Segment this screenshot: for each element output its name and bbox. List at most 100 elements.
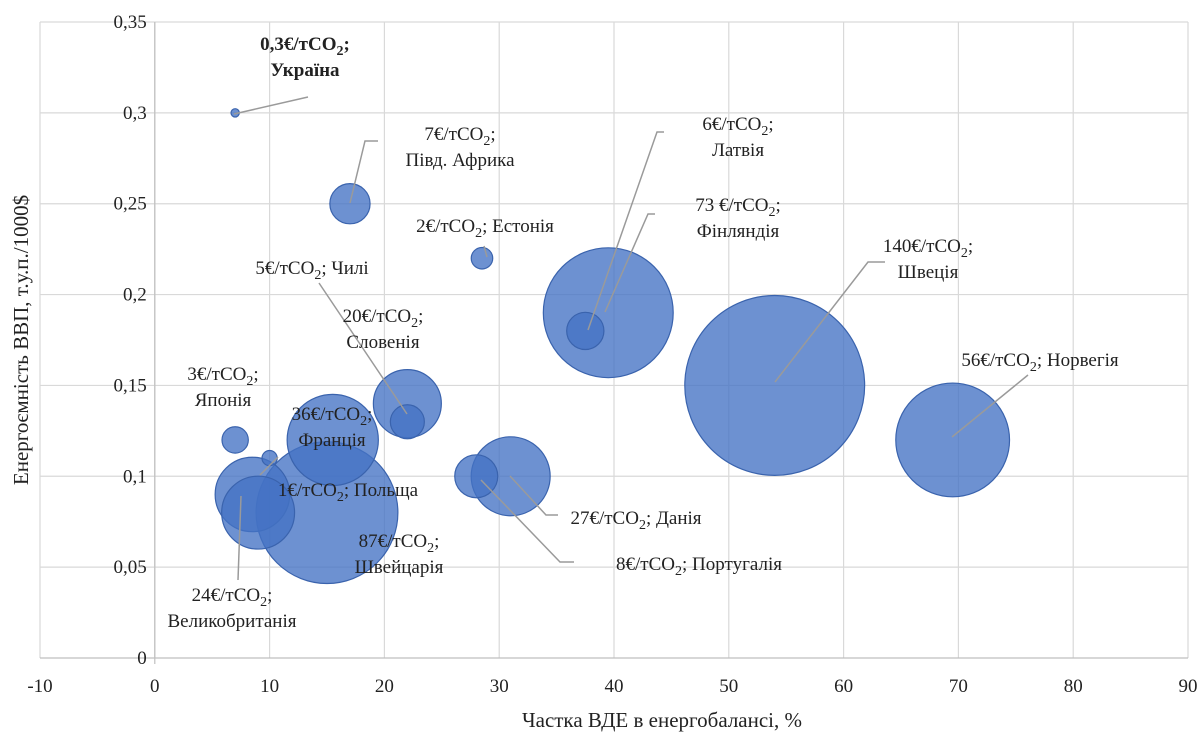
bubble: [329, 183, 371, 225]
x-tick-label: 30: [490, 676, 509, 697]
bubble: [566, 311, 605, 351]
price-subscript: 2: [337, 490, 344, 505]
y-tick-label: 0,25: [114, 194, 147, 215]
price-text: 7€/тСО: [424, 124, 483, 145]
price-label: 24€/тСО2;: [192, 585, 273, 610]
x-tick-label: 60: [834, 676, 853, 697]
price-text: 5€/тСО: [255, 258, 314, 279]
price-label: 140€/тСО2;: [883, 236, 973, 261]
tick-labels: -10 0 10 20 30 40 50 60 70 80 90 0 0,05 0,1 0,15 0,2 0,2…: [27, 12, 1197, 697]
price-text: 56€/тСО: [961, 350, 1029, 371]
point-label: 20€/тСО2;Словенія: [343, 306, 424, 353]
y-tick-label: 0,3: [123, 103, 147, 124]
price-label: 56€/тСО2; Норвегія: [961, 350, 1119, 375]
country-label: Україна: [270, 60, 340, 81]
price-subscript: 2: [246, 374, 253, 389]
price-subscript: 2: [411, 316, 418, 331]
price-label: 7€/тСО2;: [424, 124, 495, 149]
price-label: 5€/тСО2; Чилі: [255, 258, 368, 283]
price-separator: ;: [775, 195, 780, 216]
x-tick-label: 80: [1064, 676, 1083, 697]
x-tick-label: 40: [605, 676, 624, 697]
price-subscript: 2: [675, 564, 682, 579]
price-subscript: 2: [314, 268, 321, 283]
price-text: 0,3€/тСО: [260, 34, 336, 55]
price-separator: ;: [367, 404, 372, 425]
point-label: 3€/тСО2;Японія: [187, 364, 258, 411]
y-axis-title: Енергоємність ВВП, т.у.п./1000$: [9, 195, 33, 485]
price-label: 36€/тСО2;: [292, 404, 373, 429]
point-label: 1€/тСО2; Польща: [278, 480, 419, 505]
y-tick-label: 0: [137, 648, 147, 669]
price-separator: ;: [434, 531, 439, 552]
price-separator: ;: [490, 124, 495, 145]
country-label: Японія: [195, 390, 252, 411]
price-text: 24€/тСО: [192, 585, 260, 606]
bubble: [542, 247, 674, 379]
leader-line: [774, 261, 885, 383]
y-tick-label: 0,2: [123, 285, 147, 306]
leader-line: [237, 495, 242, 581]
price-subscript: 2: [639, 518, 646, 533]
leader-line: [951, 374, 1029, 438]
price-subscript: 2: [360, 414, 367, 429]
leader-line: [587, 131, 664, 331]
price-label: 20€/тСО2;: [343, 306, 424, 331]
price-subscript: 2: [961, 246, 968, 261]
price-text: 1€/тСО: [278, 480, 337, 501]
price-label: 3€/тСО2;: [187, 364, 258, 389]
country-label: Латвія: [712, 140, 764, 161]
price-subscript: 2: [337, 44, 344, 59]
country-label: Франція: [298, 430, 366, 451]
x-tick-label: 20: [375, 676, 394, 697]
price-text: 27€/тСО: [570, 508, 638, 529]
x-tick-label: 0: [150, 676, 160, 697]
y-tick-label: 0,1: [123, 466, 147, 487]
point-label: 6€/тСО2;Латвія: [702, 114, 773, 161]
bubble: [389, 404, 425, 440]
point-label: 24€/тСО2;Великобританія: [167, 585, 296, 632]
leader-line: [604, 213, 655, 313]
price-subscript: 2: [761, 124, 768, 139]
x-axis-title: Частка ВДЕ в енергобалансі, %: [522, 708, 802, 732]
x-tick-label: 70: [949, 676, 968, 697]
price-separator: ; Чилі: [321, 258, 368, 279]
price-subscript: 2: [427, 541, 434, 556]
bubble: [286, 393, 379, 487]
leader-line: [233, 96, 309, 115]
price-label: 87€/тСО2;: [359, 531, 440, 556]
point-label: 27€/тСО2; Данія: [570, 508, 701, 533]
price-label: 6€/тСО2;: [702, 114, 773, 139]
point-label: 87€/тСО2;Швейцарія: [355, 531, 444, 578]
price-label: 73 €/тСО2;: [695, 195, 781, 220]
point-label: 2€/тСО2; Естонія: [416, 216, 554, 241]
point-label: 140€/тСО2;Швеція: [883, 236, 973, 283]
price-subscript: 2: [1030, 360, 1037, 375]
price-text: 3€/тСО: [187, 364, 246, 385]
price-text: 20€/тСО: [343, 306, 411, 327]
price-separator: ;: [344, 34, 350, 55]
point-label: 0,3€/тСО2;Україна: [260, 34, 350, 81]
price-subscript: 2: [260, 595, 267, 610]
point-label: 56€/тСО2; Норвегія: [961, 350, 1119, 375]
bubble: [470, 246, 494, 270]
country-label: Великобританія: [167, 611, 296, 632]
country-label: Швейцарія: [355, 557, 444, 578]
x-tick-label: -10: [27, 676, 52, 697]
price-separator: ;: [768, 114, 773, 135]
point-label: 73 €/тСО2;Фінляндія: [695, 195, 781, 242]
y-tick-label: 0,05: [114, 557, 147, 578]
country-label: Словенія: [346, 332, 419, 353]
price-separator: ; Естонія: [482, 216, 554, 237]
price-label: 8€/тСО2; Португалія: [616, 554, 782, 579]
country-label: Фінляндія: [697, 221, 780, 242]
point-label: 7€/тСО2;Півд. Африка: [405, 124, 515, 171]
leader-line: [349, 140, 378, 204]
point-label: 36€/тСО2;Франція: [292, 404, 373, 451]
price-subscript: 2: [768, 205, 775, 220]
price-text: 140€/тСО: [883, 236, 961, 257]
leader-line: [483, 245, 488, 258]
price-separator: ;: [418, 306, 423, 327]
